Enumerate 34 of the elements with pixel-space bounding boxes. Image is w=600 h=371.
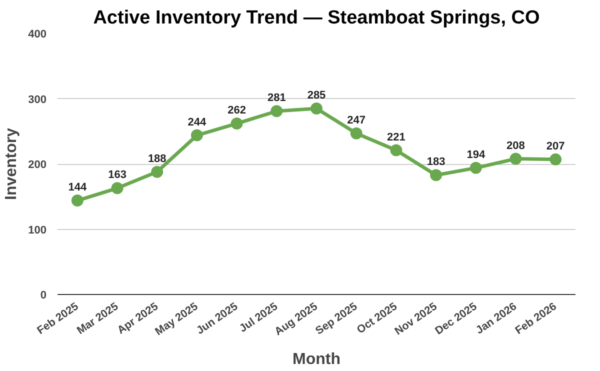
point [151, 166, 164, 178]
data-label: 207 [546, 140, 565, 152]
point [550, 153, 562, 166]
y-tick-label: 100 [28, 224, 47, 236]
data-label: 194 [466, 148, 486, 161]
point [390, 144, 402, 156]
y-tick-label: 400 [28, 28, 47, 40]
data-label: 208 [506, 140, 525, 152]
data-label: 262 [228, 104, 246, 117]
y-tick-label: 0 [40, 290, 47, 302]
point [71, 194, 84, 207]
y-tick-label: 300 [28, 94, 47, 106]
data-label: 281 [267, 92, 286, 104]
point [310, 102, 322, 115]
point [230, 118, 243, 130]
data-label: 163 [108, 169, 126, 182]
data-label: 244 [188, 116, 208, 128]
data-label: 247 [347, 114, 366, 126]
x-axis-title: Month [292, 351, 340, 368]
y-tick-label: 200 [28, 159, 47, 171]
point [430, 169, 442, 182]
point [111, 182, 124, 194]
data-label: 144 [68, 182, 88, 194]
chart-title: Active Inventory Trend — Steamboat Springs, CO [93, 8, 540, 28]
point [470, 162, 482, 174]
point [510, 152, 522, 165]
y-axis-title: Inventory [3, 128, 20, 200]
data-label: 221 [387, 131, 406, 144]
data-label: 188 [148, 152, 166, 165]
data-label: 285 [307, 90, 326, 102]
point [350, 127, 362, 140]
point [190, 129, 203, 142]
point [270, 105, 283, 118]
data-label: 183 [426, 156, 446, 168]
